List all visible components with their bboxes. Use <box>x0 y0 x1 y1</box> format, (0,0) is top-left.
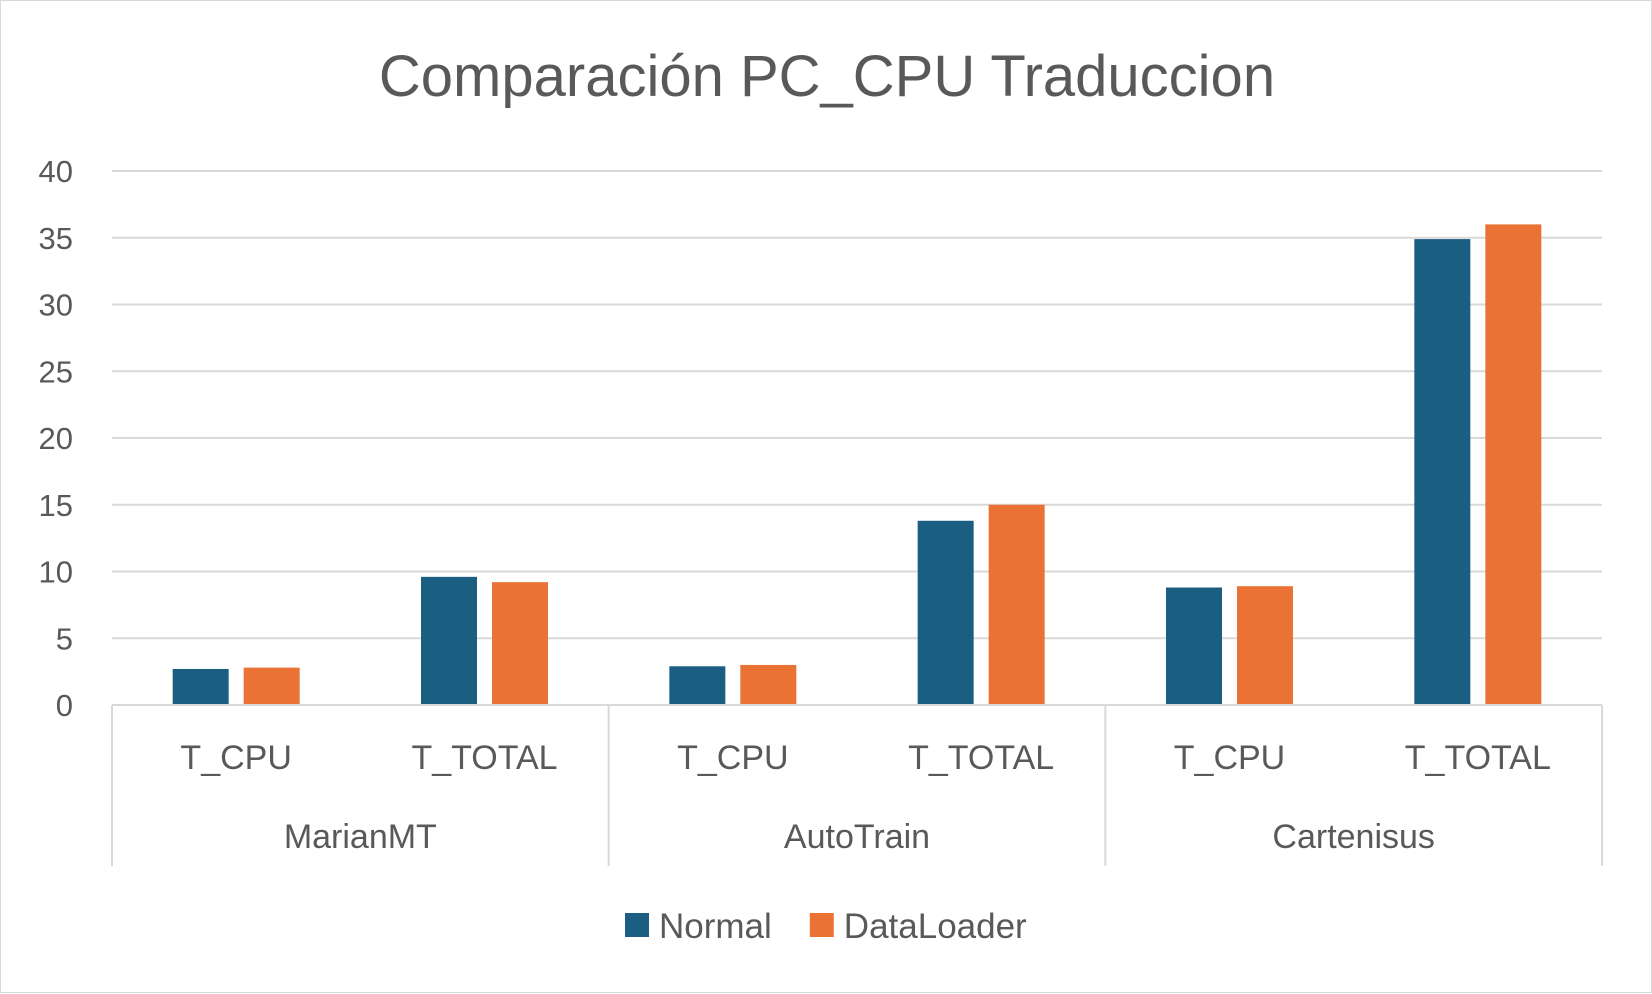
bar-dataloader-0 <box>243 667 300 705</box>
y-tick-label: 30 <box>39 288 73 323</box>
y-tick-label: 15 <box>39 488 73 523</box>
y-tick-label: 5 <box>56 621 73 656</box>
group-label: MarianMT <box>284 818 437 856</box>
bar-normal-3 <box>917 520 974 705</box>
x-tick-label: T_TOTAL <box>908 739 1054 777</box>
bar-normal-1 <box>421 576 477 705</box>
bar-normal-2 <box>669 666 726 705</box>
bar-normal-4 <box>1166 587 1222 705</box>
y-tick-label: 35 <box>39 221 73 256</box>
x-tick-label: T_CPU <box>180 739 291 777</box>
gridlines <box>112 170 1602 640</box>
category-axis: T_CPU T_TOTAL MarianMT T_CPU T_TOTAL AutoTrai… <box>111 704 1603 866</box>
bar-normal-0 <box>172 668 229 705</box>
bar-dataloader-5 <box>1485 224 1542 705</box>
chart-title: Comparación PC_CPU Traduccion <box>379 44 1275 109</box>
bar-dataloader-3 <box>988 504 1045 705</box>
y-tick-label: 20 <box>39 421 73 456</box>
y-tick-label: 10 <box>39 555 73 590</box>
bar-dataloader-2 <box>740 664 797 705</box>
bar-normal-5 <box>1414 239 1471 705</box>
legend: Normal DataLoader <box>625 907 1027 946</box>
bar-dataloader-1 <box>492 582 548 705</box>
legend-label-dataloader: DataLoader <box>844 907 1027 946</box>
legend-swatch-dataloader <box>809 913 834 937</box>
legend-swatch-normal <box>625 913 649 937</box>
y-axis-ticks: 0 5 10 15 20 25 30 35 40 <box>39 154 73 723</box>
legend-label-normal: Normal <box>659 907 772 946</box>
bar-dataloader-4 <box>1237 586 1293 705</box>
x-tick-label: T_CPU <box>1174 739 1285 777</box>
y-tick-label: 25 <box>39 354 73 389</box>
x-tick-label: T_CPU <box>677 739 788 777</box>
y-tick-label: 40 <box>39 154 73 189</box>
group-label: AutoTrain <box>784 818 930 856</box>
x-tick-label: T_TOTAL <box>411 739 557 777</box>
y-tick-label: 0 <box>56 688 73 723</box>
x-tick-label: T_TOTAL <box>1405 739 1551 777</box>
group-label: Cartenisus <box>1272 818 1435 856</box>
bars <box>172 224 1542 705</box>
